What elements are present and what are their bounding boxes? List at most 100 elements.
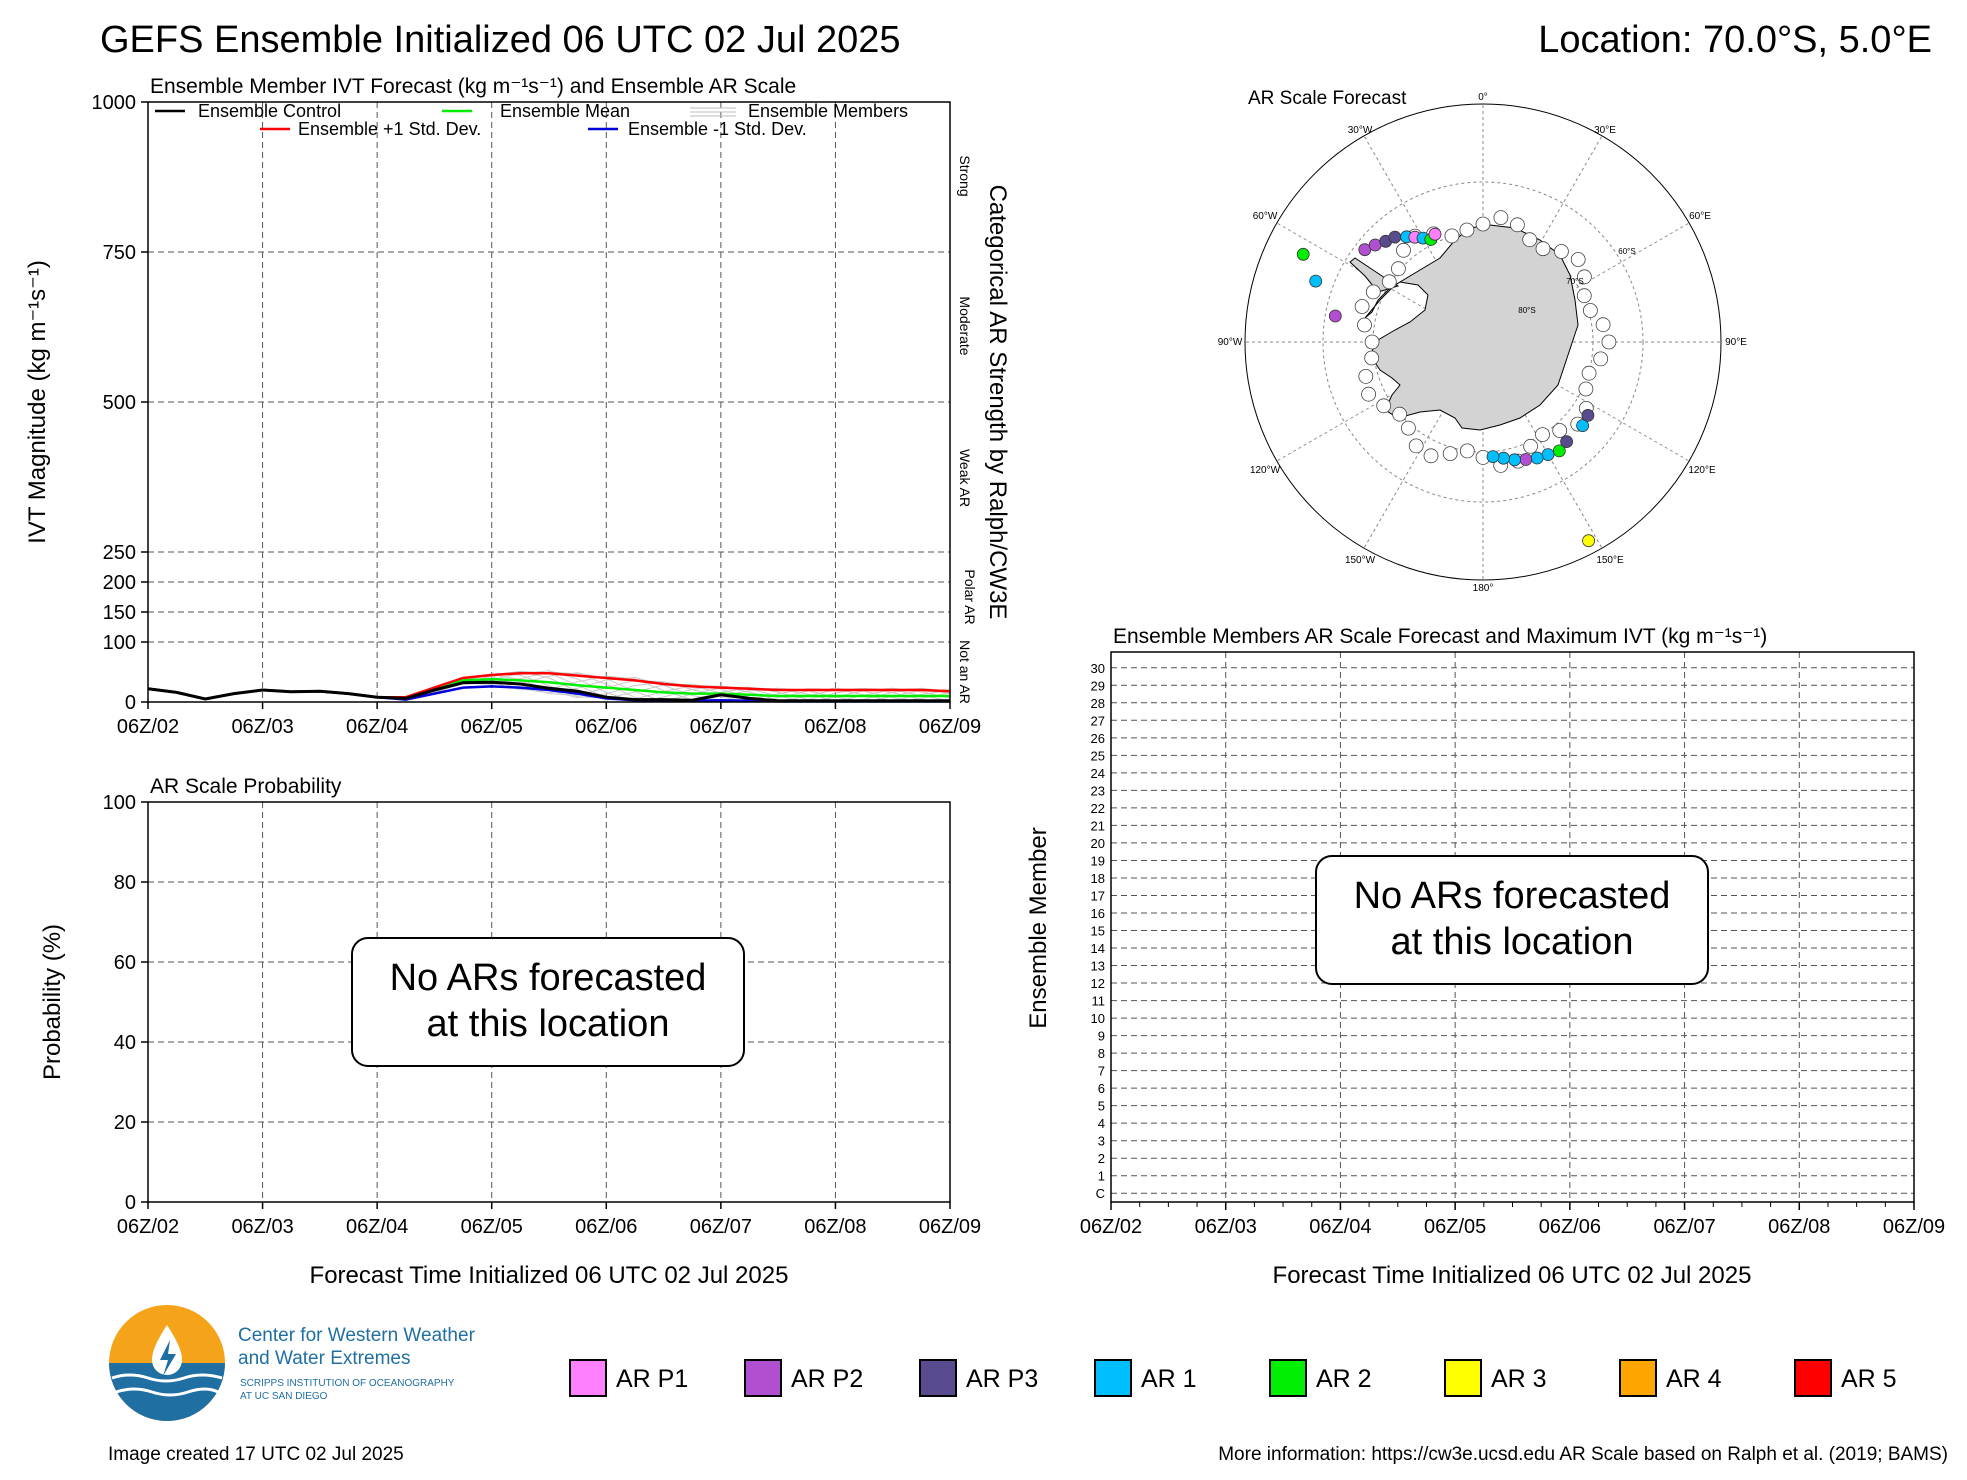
map-ar-point	[1497, 451, 1510, 465]
map-point	[1401, 420, 1416, 436]
members-xtick-label: 06Z/02	[1080, 1216, 1142, 1238]
prob-ytick-label: 0	[125, 1192, 136, 1214]
category-moderate: Moderate	[957, 296, 973, 355]
lon-label-120w: 120°W	[1250, 465, 1281, 476]
members-y-ticks: C123456789101112131415161718192021222324…	[1091, 661, 1105, 1201]
map-ar-point	[1541, 448, 1555, 462]
ar-scale-legend: AR P1 AR P2 AR P3 AR 1 AR 2 AR 3 AR 4 AR 5	[569, 1359, 1897, 1397]
map-ar-point	[1388, 230, 1402, 244]
prob-y-ticks: 0 20 40 60 80 100	[103, 792, 148, 1214]
map-point	[1459, 222, 1475, 238]
map-point	[1510, 217, 1525, 233]
members-xtick-label: 06Z/08	[1768, 1216, 1830, 1238]
prob-panel-title: AR Scale Probability	[150, 775, 342, 798]
map-ar-point	[1581, 408, 1595, 422]
prob-xtick-label: 06Z/04	[346, 1216, 408, 1238]
logo-line1: Center for Western Weather	[238, 1325, 476, 1346]
map-meridians	[1245, 104, 1721, 580]
legend-swatch-ar-4	[1619, 1359, 1657, 1397]
ivt-ytick-label: 200	[103, 572, 136, 594]
logo-line3: SCRIPPS INSTITUTION OF OCEANOGRAPHY	[240, 1378, 455, 1389]
logo-line2: and Water Extremes	[238, 1348, 410, 1369]
prob-xtick-label: 06Z/05	[461, 1216, 523, 1238]
legend-plus: Ensemble +1 Std. Dev.	[298, 119, 481, 139]
ivt-xtick-label: 06Z/06	[575, 716, 637, 738]
legend-label-ar-p1: AR P1	[616, 1365, 688, 1393]
lon-label-90w: 90°W	[1218, 337, 1243, 348]
member-label: 12	[1091, 976, 1105, 991]
map-ar-point	[1582, 534, 1595, 548]
prob-xtick-label: 06Z/06	[575, 1216, 637, 1238]
member-label: 4	[1098, 1116, 1105, 1131]
member-label: 3	[1098, 1134, 1105, 1149]
meridian-line	[1363, 341, 1484, 549]
map-point	[1576, 288, 1592, 304]
map-point	[1358, 368, 1374, 384]
ivt-x-ticks: 06Z/02 06Z/03 06Z/04 06Z/05 06Z/06 06Z/07 06Z/…	[117, 702, 981, 738]
ar-strength-axis-label: Categorical AR Strength by Ralph/CW3E	[984, 185, 1011, 620]
member-label: 15	[1091, 924, 1105, 939]
legend-control: Ensemble Control	[198, 101, 341, 121]
prob-xtick-label: 06Z/03	[231, 1216, 293, 1238]
prob-xtick-label: 06Z/02	[117, 1216, 179, 1238]
map-point	[1392, 406, 1407, 422]
map-ar-point	[1576, 419, 1589, 433]
lat-label-60s: 60°S	[1618, 247, 1635, 256]
meridian-line	[1276, 222, 1484, 343]
legend-members: Ensemble Members	[748, 101, 908, 121]
map-ar-point	[1519, 453, 1533, 466]
legend-mean: Ensemble Mean	[500, 101, 630, 121]
member-label: 29	[1091, 678, 1105, 693]
ivt-ytick-label: 750	[103, 242, 136, 264]
ivt-ytick-label: 1000	[92, 92, 137, 114]
legend-swatch-ar-2	[1269, 1359, 1307, 1397]
prob-ytick-label: 60	[114, 952, 136, 974]
members-message-box	[1315, 855, 1709, 985]
ivt-ytick-label: 250	[103, 542, 136, 564]
prob-x-axis-label: Forecast Time Initialized 06 UTC 02 Jul …	[310, 1262, 789, 1289]
ivt-ytick-label: 0	[125, 692, 136, 714]
map-ar-point	[1328, 309, 1342, 323]
members-xtick-label: 06Z/04	[1309, 1216, 1371, 1238]
map-point	[1493, 210, 1509, 226]
ivt-xtick-label: 06Z/04	[346, 716, 408, 738]
legend-swatch-ar-p2	[744, 1359, 782, 1397]
member-label: 10	[1091, 1011, 1105, 1026]
member-label: 11	[1092, 994, 1106, 1009]
map-point	[1552, 423, 1568, 438]
member-label: 19	[1091, 853, 1105, 868]
ivt-y-ticks: 0 100 150 200 250 500 750 1000	[92, 92, 148, 714]
map-ar-point	[1296, 247, 1310, 261]
lon-label-0: 0°	[1478, 92, 1488, 103]
logo-waves	[111, 1373, 223, 1397]
map-point	[1535, 427, 1550, 443]
ivt-y-axis-label: IVT Magnitude (kg m⁻¹s⁻¹)	[24, 260, 51, 544]
lon-label-150e: 150°E	[1596, 555, 1624, 566]
map-point	[1408, 438, 1424, 454]
members-y-axis-label: Ensemble Member	[1025, 827, 1052, 1028]
map-point	[1583, 303, 1598, 318]
legend-label-ar-1: AR 1	[1141, 1365, 1197, 1393]
member-label: 6	[1098, 1081, 1105, 1096]
map-title: AR Scale Forecast	[1248, 88, 1407, 109]
member-label: 20	[1091, 836, 1105, 851]
members-panel-title: Ensemble Members AR Scale Forecast and M…	[1113, 625, 1767, 648]
lon-label-180: 180°	[1473, 583, 1494, 594]
map-point	[1361, 386, 1376, 402]
member-label: 7	[1098, 1064, 1105, 1079]
legend-swatch-ar-p3	[919, 1359, 957, 1397]
member-label: 13	[1091, 959, 1105, 974]
lat-circle-60	[1322, 181, 1644, 503]
map-point	[1365, 284, 1381, 300]
map-point	[1523, 438, 1538, 454]
member-label: 30	[1091, 661, 1105, 676]
location-label: Location: 70.0°S, 5.0°E	[1538, 19, 1932, 61]
members-xtick-label: 06Z/09	[1883, 1216, 1945, 1238]
member-label: 17	[1091, 888, 1105, 903]
map-point	[1442, 446, 1458, 462]
category-strong: Strong	[957, 155, 973, 196]
member-label: 23	[1091, 783, 1105, 798]
members-x-ticks: 06Z/02 06Z/03 06Z/04 06Z/05 06Z/06 06Z/07 06Z/…	[1080, 1202, 1945, 1238]
legend-minus: Ensemble -1 Std. Dev.	[628, 119, 807, 139]
footer-created: Image created 17 UTC 02 Jul 2025	[108, 1444, 404, 1465]
